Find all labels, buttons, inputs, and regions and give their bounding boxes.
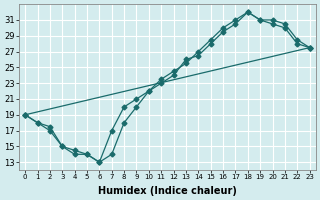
X-axis label: Humidex (Indice chaleur): Humidex (Indice chaleur) <box>98 186 237 196</box>
